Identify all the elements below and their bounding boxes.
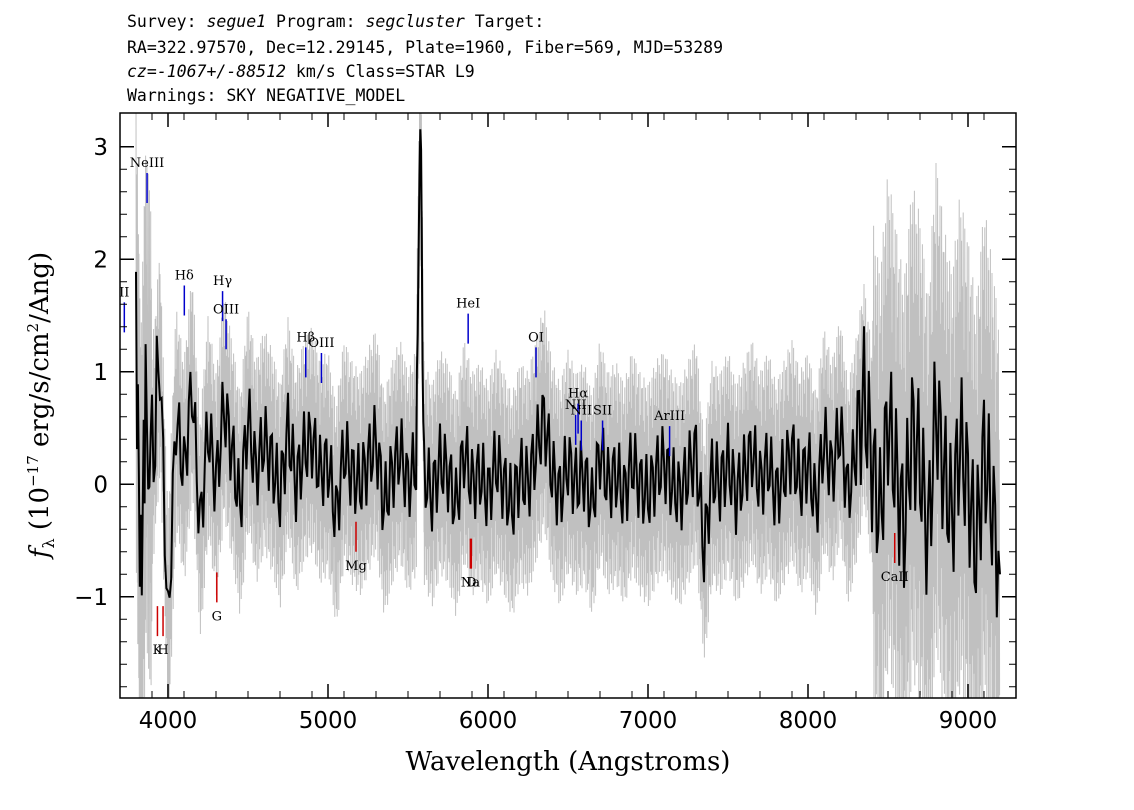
- x-tick-label: 4000: [139, 708, 198, 734]
- emission-line-label: OIII: [213, 302, 239, 317]
- emission-line-label: OI: [528, 330, 544, 345]
- header-line-2: RA=322.97570, Dec=12.29145, Plate=1960, …: [127, 38, 724, 57]
- absorption-line-label: H: [157, 643, 168, 658]
- emission-line-label: OIII: [308, 336, 334, 351]
- emission-line-label: ArIII: [653, 409, 685, 424]
- x-tick-label: 9000: [939, 708, 998, 734]
- y-tick-label: −1: [74, 585, 108, 611]
- x-axis-label: Wavelength (Angstroms): [406, 747, 731, 777]
- absorption-line-label: G: [212, 609, 222, 624]
- emission-line-label: Hγ: [213, 274, 232, 289]
- absorption-line-label: Mg: [345, 559, 367, 574]
- emission-line-label: HeI: [456, 297, 480, 312]
- absorption-line-label: Na: [461, 576, 480, 591]
- y-axis-label: fλ (10−17 erg/s/cm2/Ang): [24, 252, 58, 560]
- emission-line-label: Hδ: [175, 269, 194, 284]
- absorption-line-label: K: [153, 643, 163, 658]
- x-tick-label: 7000: [619, 708, 678, 734]
- program-label: Program:: [276, 12, 356, 31]
- header-line-3: cz=-1067+/-88512 km/s Class=STAR L9: [127, 62, 475, 82]
- class-text: Class=STAR L9: [345, 62, 475, 81]
- cz-units: km/s: [295, 62, 336, 81]
- absorption-line-label: CaII: [881, 570, 909, 585]
- cz-label: cz=: [127, 62, 157, 81]
- header-line-1: Survey: segue1 Program: segcluster Targe…: [127, 12, 544, 32]
- y-tick-label: 2: [93, 247, 108, 273]
- emission-line-label: Hβ: [296, 330, 315, 345]
- header-warnings: Warnings: SKY NEGATIVE_MODEL: [127, 86, 406, 105]
- target-label: Target:: [474, 12, 545, 31]
- emission-line-label: NII: [565, 398, 587, 413]
- x-tick-label: 6000: [459, 708, 518, 734]
- cz-value: -1067+/-88512: [156, 62, 286, 81]
- absorption-line-label: D: [466, 576, 476, 591]
- axis-ticks: 4000 5000 6000 7000 8000 9000 −1 0 1 2 3: [74, 113, 1017, 734]
- emission-line-label: SII: [593, 404, 612, 419]
- x-tick-label: 8000: [779, 708, 838, 734]
- y-tick-label: 3: [93, 135, 108, 161]
- survey-value: segue1: [206, 12, 267, 31]
- emission-line-label: Hα: [568, 387, 588, 402]
- program-value: segcluster: [365, 12, 465, 31]
- flux-line-layer: [135, 129, 1001, 618]
- emission-line-label: II: [119, 285, 129, 300]
- y-tick-label: 0: [93, 472, 108, 498]
- emission-line-label: NII: [570, 404, 592, 419]
- emission-line-label: NeIII: [130, 156, 164, 171]
- x-tick-label: 5000: [299, 708, 358, 734]
- y-tick-label: 1: [93, 360, 108, 386]
- survey-label: Survey:: [127, 12, 197, 31]
- flux-line: [135, 129, 1001, 618]
